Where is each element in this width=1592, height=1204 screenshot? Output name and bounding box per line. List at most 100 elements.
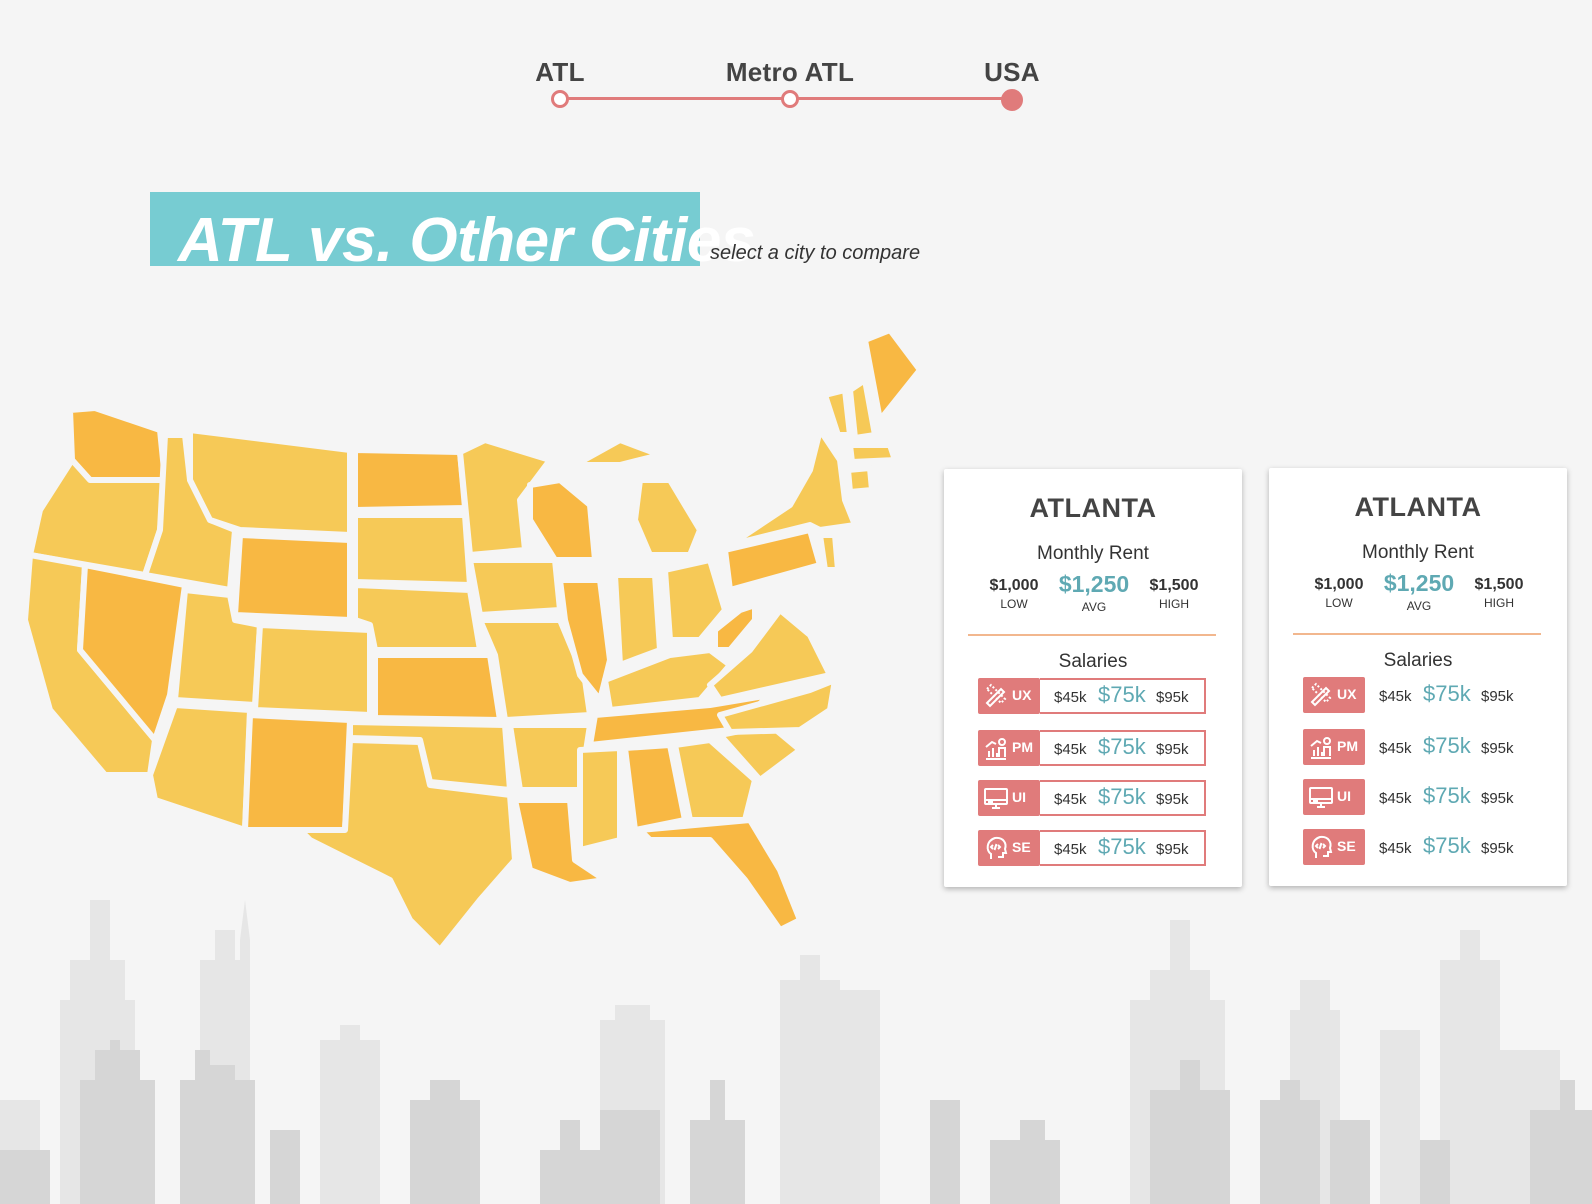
state-texas[interactable] bbox=[297, 737, 518, 953]
state-west-virginia[interactable] bbox=[712, 602, 758, 653]
state-new-hampshire[interactable] bbox=[847, 377, 878, 441]
scope-selector: ATL Metro ATL USA bbox=[0, 0, 1592, 130]
card-salaries-title: Salaries bbox=[1058, 651, 1128, 672]
scope-option-dot-active[interactable] bbox=[1001, 89, 1023, 111]
state-alabama[interactable] bbox=[622, 742, 688, 833]
salary-avg: $75k bbox=[1423, 681, 1471, 706]
city-card[interactable]: ATLANTA Monthly Rent $1,000 LOW $1,250 A… bbox=[1269, 468, 1567, 886]
salary-avg: $75k bbox=[1098, 834, 1146, 859]
salary-high: $95k bbox=[1156, 841, 1189, 858]
salary-code: SE bbox=[1012, 839, 1031, 855]
salary-badge: PM bbox=[978, 730, 1040, 766]
monitor-icon bbox=[984, 788, 1008, 809]
salary-badge: PM bbox=[1303, 729, 1365, 765]
salary-row-se[interactable]: SE $45k $75k $95k bbox=[978, 830, 1208, 866]
salary-avg: $75k bbox=[1098, 682, 1146, 707]
state-massachusetts[interactable] bbox=[847, 442, 898, 465]
state-kansas[interactable] bbox=[372, 652, 503, 723]
state-michigan[interactable] bbox=[632, 477, 703, 558]
state-connecticut[interactable] bbox=[845, 465, 875, 495]
state-vermont[interactable] bbox=[822, 387, 853, 438]
state-illinois[interactable] bbox=[557, 577, 613, 703]
rent-low: $1,000 LOW bbox=[1299, 570, 1379, 610]
salary-row-ux[interactable]: UX $45k $75k $95k bbox=[978, 678, 1208, 714]
state-louisiana[interactable] bbox=[512, 797, 608, 888]
scope-option-label: Metro ATL bbox=[725, 57, 855, 87]
salary-high: $95k bbox=[1481, 740, 1514, 757]
state-missouri[interactable] bbox=[477, 617, 593, 723]
scope-option-metro-atl[interactable]: Metro ATL bbox=[710, 56, 870, 108]
state-minnesota[interactable] bbox=[457, 437, 553, 558]
state-pennsylvania[interactable] bbox=[722, 527, 823, 593]
rent-avg-value: $1,250 bbox=[1058, 571, 1130, 597]
monitor-icon bbox=[1309, 787, 1333, 808]
salary-high: $95k bbox=[1156, 791, 1189, 808]
code-head-icon bbox=[986, 836, 1008, 859]
scope-option-atl[interactable]: ATL bbox=[480, 56, 640, 108]
growth-chart-person-icon bbox=[985, 738, 1006, 760]
scope-option-dot[interactable] bbox=[551, 90, 569, 108]
state-michigan-upper[interactable] bbox=[572, 437, 663, 468]
salary-row-pm[interactable]: PM $45k $75k $95k bbox=[978, 730, 1208, 766]
state-north-dakota[interactable] bbox=[352, 447, 468, 513]
state-indiana[interactable] bbox=[612, 572, 663, 668]
salary-code: SE bbox=[1337, 838, 1356, 854]
salary-row-ui[interactable]: UI $45k $75k $95k bbox=[1303, 779, 1533, 815]
state-iowa[interactable] bbox=[467, 557, 563, 618]
salary-code: UI bbox=[1337, 788, 1351, 804]
salary-badge: SE bbox=[978, 830, 1040, 866]
salary-values: $45k $75k $95k bbox=[1040, 730, 1206, 766]
state-new-york[interactable] bbox=[727, 427, 858, 548]
card-rent-title: Monthly Rent bbox=[1362, 542, 1474, 563]
rent-values: $1,000 LOW $1,250 AVG $1,500 HIGH bbox=[974, 571, 1214, 617]
state-nebraska[interactable] bbox=[352, 582, 483, 653]
state-montana[interactable] bbox=[187, 427, 353, 538]
salary-high: $95k bbox=[1156, 689, 1189, 706]
state-colorado[interactable] bbox=[252, 622, 373, 718]
city-card[interactable]: ATLANTA Monthly Rent $1,000 LOW $1,250 A… bbox=[944, 469, 1242, 887]
state-ohio[interactable] bbox=[662, 557, 728, 643]
salary-badge: UI bbox=[978, 780, 1040, 816]
card-divider bbox=[968, 634, 1216, 636]
scope-option-usa[interactable]: USA bbox=[932, 56, 1092, 111]
rent-low-value: $1,000 bbox=[989, 577, 1039, 594]
state-virginia[interactable] bbox=[707, 607, 833, 703]
salary-values: $45k $75k $95k bbox=[1365, 729, 1531, 765]
rent-high: $1,500 HIGH bbox=[1134, 571, 1214, 611]
salary-row-ux[interactable]: UX $45k $75k $95k bbox=[1303, 677, 1533, 713]
salary-row-se[interactable]: SE $45k $75k $95k bbox=[1303, 829, 1533, 865]
page-title: ATL vs. Other Cities bbox=[178, 206, 755, 275]
state-georgia[interactable] bbox=[672, 737, 758, 823]
scope-option-dot[interactable] bbox=[781, 90, 799, 108]
state-florida[interactable] bbox=[637, 817, 803, 933]
state-mississippi[interactable] bbox=[577, 745, 623, 853]
rent-avg-label: AVG bbox=[1406, 599, 1432, 613]
rent-low-value: $1,000 bbox=[1314, 576, 1364, 593]
rent-high-value: $1,500 bbox=[1149, 577, 1199, 594]
rent-low-label: LOW bbox=[1000, 597, 1028, 611]
state-wyoming[interactable] bbox=[232, 532, 353, 623]
salary-high: $95k bbox=[1481, 688, 1514, 705]
rent-values: $1,000 LOW $1,250 AVG $1,500 HIGH bbox=[1299, 570, 1539, 616]
us-map[interactable] bbox=[10, 320, 950, 970]
state-arizona[interactable] bbox=[147, 702, 253, 833]
salary-values: $45k $75k $95k bbox=[1040, 830, 1206, 866]
state-new-mexico[interactable] bbox=[242, 712, 353, 833]
state-north-carolina[interactable] bbox=[717, 677, 838, 735]
heading-highlight bbox=[150, 192, 700, 266]
salary-low: $45k bbox=[1054, 741, 1087, 758]
state-south-dakota[interactable] bbox=[352, 512, 473, 588]
salary-badge: SE bbox=[1303, 829, 1365, 865]
salary-code: PM bbox=[1337, 738, 1358, 754]
state-new-jersey[interactable] bbox=[817, 532, 841, 573]
state-maine[interactable] bbox=[862, 327, 923, 423]
salary-high: $95k bbox=[1481, 840, 1514, 857]
state-wisconsin[interactable] bbox=[527, 477, 598, 563]
salary-badge: UI bbox=[1303, 779, 1365, 815]
salary-row-ui[interactable]: UI $45k $75k $95k bbox=[978, 780, 1208, 816]
salary-avg: $75k bbox=[1423, 783, 1471, 808]
salary-row-pm[interactable]: PM $45k $75k $95k bbox=[1303, 729, 1533, 765]
salary-low: $45k bbox=[1054, 689, 1087, 706]
salary-avg: $75k bbox=[1423, 733, 1471, 758]
